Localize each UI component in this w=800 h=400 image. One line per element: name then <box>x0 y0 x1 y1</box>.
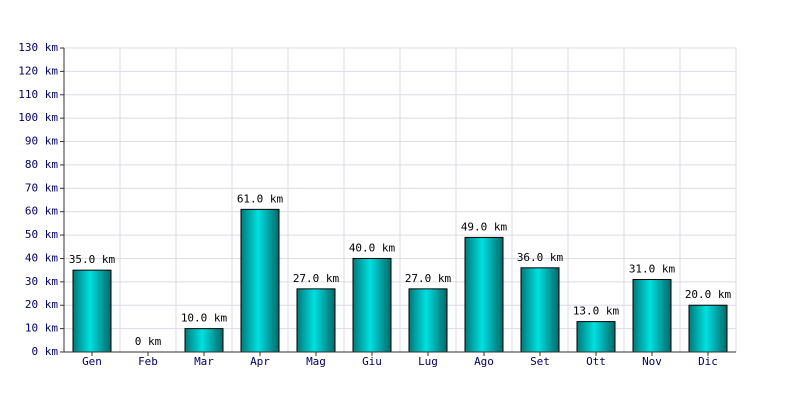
x-tick-label: Set <box>530 355 550 368</box>
value-label: 27.0 km <box>405 272 452 285</box>
value-label: 20.0 km <box>685 288 732 301</box>
y-tick-label: 20 km <box>25 298 58 311</box>
y-tick-label: 120 km <box>18 64 58 77</box>
y-tick-label: 100 km <box>18 111 58 124</box>
bar <box>632 279 672 353</box>
value-label: 35.0 km <box>69 253 116 266</box>
value-label: 27.0 km <box>293 272 340 285</box>
value-label: 31.0 km <box>629 263 676 276</box>
x-tick-label: Feb <box>138 355 158 368</box>
bar <box>352 257 392 353</box>
y-tick-label: 80 km <box>25 158 58 171</box>
x-tick-label: Ott <box>586 355 606 368</box>
y-tick-label: 90 km <box>25 135 58 148</box>
x-tick-label: Giu <box>362 355 382 368</box>
value-label: 61.0 km <box>237 192 284 205</box>
value-label: 10.0 km <box>181 312 228 325</box>
y-tick-label: 60 km <box>25 205 58 218</box>
y-tick-label: 110 km <box>18 88 58 101</box>
x-tick-label: Ago <box>474 355 494 368</box>
x-tick-label: Apr <box>250 355 270 368</box>
bar <box>464 236 504 353</box>
value-label: 13.0 km <box>573 305 620 318</box>
x-tick-label: Lug <box>418 355 438 368</box>
bar <box>296 288 336 353</box>
x-tick-label: Nov <box>642 355 662 368</box>
y-tick-label: 70 km <box>25 181 58 194</box>
y-tick-label: 40 km <box>25 251 58 264</box>
x-tick-label: Dic <box>698 355 718 368</box>
y-tick-label: 0 km <box>32 345 59 358</box>
value-label: 36.0 km <box>517 251 564 264</box>
x-tick-label: Mag <box>306 355 326 368</box>
bar <box>184 328 224 353</box>
bar <box>576 321 616 353</box>
value-label: 0 km <box>135 335 162 348</box>
x-tick-label: Mar <box>194 355 214 368</box>
y-tick-label: 130 km <box>18 41 58 54</box>
x-tick-label: Gen <box>82 355 102 368</box>
bar <box>72 269 112 353</box>
bar <box>408 288 448 353</box>
bar <box>520 267 560 353</box>
value-label: 49.0 km <box>461 220 508 233</box>
y-tick-label: 50 km <box>25 228 58 241</box>
value-label: 40.0 km <box>349 241 396 254</box>
y-tick-label: 10 km <box>25 322 58 335</box>
bar <box>688 304 728 353</box>
bar <box>240 208 280 353</box>
y-tick-label: 30 km <box>25 275 58 288</box>
